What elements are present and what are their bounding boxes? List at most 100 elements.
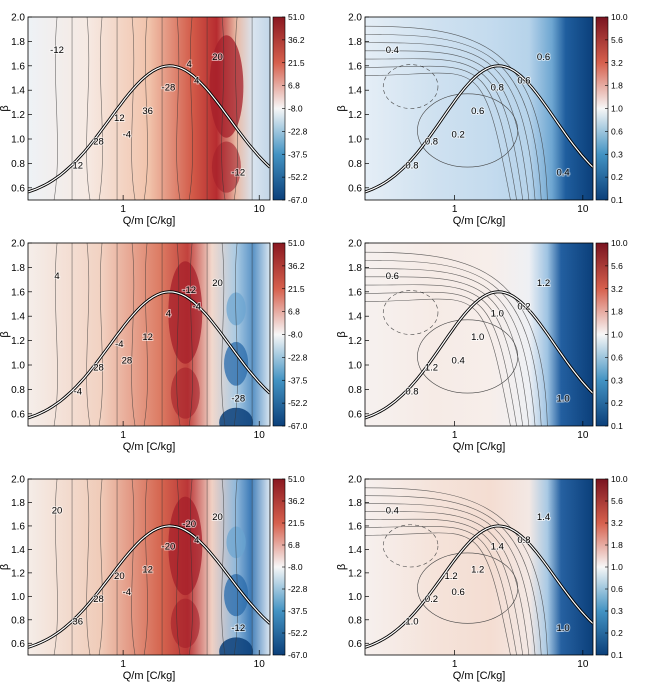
colorbar-tick-label: -37.5 xyxy=(288,149,308,159)
colorbar-tick-label: 0.6 xyxy=(611,126,623,136)
contour-line xyxy=(233,17,238,200)
colorbar-tick-label: -67.0 xyxy=(288,421,308,431)
contour-line xyxy=(365,260,542,426)
contour-label: 1.2 xyxy=(425,363,438,374)
y-tick-label: 1.8 xyxy=(11,498,25,509)
contour-layer xyxy=(365,487,548,655)
contour-layer xyxy=(53,17,253,200)
colorbar-tick-label: 1.0 xyxy=(611,562,623,572)
x-axis-label: Q/m [C/kg] xyxy=(453,215,506,227)
contour-label: -20 xyxy=(162,542,176,553)
colorbar-tick-label: 3.2 xyxy=(611,284,623,294)
min-blob xyxy=(224,574,249,617)
colorbar-tick-label: -52.2 xyxy=(288,172,308,182)
contour-label: 0.2 xyxy=(452,130,465,141)
x-tick-label: 10 xyxy=(577,659,589,670)
contour-layer xyxy=(365,25,548,200)
contour-line xyxy=(143,17,148,200)
max-blob xyxy=(170,598,200,648)
contour-line xyxy=(86,243,91,426)
y-tick-label: 0.8 xyxy=(11,385,25,396)
contour-label: 1.0 xyxy=(556,623,569,634)
y-tick-label: 1.8 xyxy=(11,263,25,274)
y-tick-label: 1.0 xyxy=(348,361,362,372)
y-tick-label: 2.0 xyxy=(11,475,25,486)
colorbar-tick-label: -52.2 xyxy=(288,628,308,638)
contour-label: 0.2 xyxy=(517,301,530,312)
y-tick-label: 1.4 xyxy=(348,545,362,556)
y-tick-label: 0.6 xyxy=(11,639,25,650)
contour-label: 0.4 xyxy=(452,356,465,367)
contour-line-dashed xyxy=(382,524,439,568)
y-tick-label: 1.0 xyxy=(348,135,362,146)
contour-label: -12 xyxy=(231,167,245,178)
plot-frame xyxy=(27,16,271,201)
ridge-curve-inner xyxy=(365,65,593,193)
contour-line xyxy=(53,479,58,655)
y-tick-label: 1.6 xyxy=(348,287,362,298)
panel-row1-left: 0.6 0.8 1.0 1.2 1.4 1.6 1.8 2.0 1 10 Q/m [C/kg] β -1… xyxy=(0,12,308,227)
x-tick-label: 10 xyxy=(254,430,266,441)
min-blob xyxy=(226,292,246,326)
contour-label: 28 xyxy=(93,594,104,605)
colorbar-tick-label: -22.8 xyxy=(288,126,308,136)
contour-label: 28 xyxy=(93,363,104,374)
plot-frame xyxy=(27,242,271,427)
contour-label: 28 xyxy=(122,356,133,367)
contour-line xyxy=(365,42,536,200)
ridge-curve-inner xyxy=(28,65,270,193)
y-tick-label: 1.0 xyxy=(11,592,25,603)
panel-row3-left: 0.6 0.8 1.0 1.2 1.4 1.6 1.8 2.0 1 10 Q/m [C/kg] β 20… xyxy=(0,474,308,682)
colorbar-tick-label: 5.6 xyxy=(611,496,623,506)
y-axis-label: β xyxy=(336,331,348,337)
contour-label: 0.4 xyxy=(556,167,569,178)
contour-label: 1.2 xyxy=(444,571,457,582)
panel-row3-right: 0.6 0.8 1.0 1.2 1.4 1.6 1.8 2.0 1 10 Q/m [C/kg] β 0.… xyxy=(336,474,628,682)
contour-line xyxy=(53,17,58,200)
y-tick-label: 0.6 xyxy=(348,409,362,420)
min-blob xyxy=(219,637,254,655)
colorbar-tick-label: -37.5 xyxy=(288,606,308,616)
colorbar-tick-label: 51.0 xyxy=(288,474,305,484)
contour-label: 36 xyxy=(142,106,153,117)
contour-line xyxy=(365,34,542,200)
colorbar-tick-label: 5.6 xyxy=(611,35,623,45)
contour-line xyxy=(365,72,511,200)
y-axis-label: β xyxy=(0,331,11,337)
colorbar-tick-label: 0.2 xyxy=(611,398,623,408)
panel-row2-left: 0.6 0.8 1.0 1.2 1.4 1.6 1.8 2.0 1 10 Q/m [C/kg] β 4 2… xyxy=(0,238,308,453)
y-tick-label: 1.4 xyxy=(348,312,362,323)
y-tick-label: 1.8 xyxy=(11,37,25,48)
contour-line xyxy=(365,268,536,426)
y-tick-label: 1.0 xyxy=(11,361,25,372)
contour-label: 0.8 xyxy=(491,82,504,93)
y-axis-label: β xyxy=(0,105,11,111)
contour-line xyxy=(365,511,530,655)
colorbar-tick-label: 21.5 xyxy=(288,284,305,294)
colorbar-tick-label: 1.8 xyxy=(611,307,623,317)
contour-line xyxy=(176,243,181,426)
ridge-curve-inner xyxy=(365,291,593,419)
y-tick-label: 1.2 xyxy=(11,110,25,121)
contour-label: -28 xyxy=(162,82,176,93)
contour-line xyxy=(221,479,226,655)
contour-label: 1.0 xyxy=(471,332,484,343)
contour-line xyxy=(53,243,58,426)
x-tick-label: 1 xyxy=(452,204,458,215)
y-tick-label: 1.4 xyxy=(11,86,25,97)
contour-label: 0.6 xyxy=(517,75,530,86)
max-blob xyxy=(211,141,241,193)
contour-label: 28 xyxy=(93,137,104,148)
y-tick-label: 2.0 xyxy=(11,239,25,250)
colorbar-tick-label: 10.0 xyxy=(611,474,628,484)
contour-line xyxy=(98,479,103,655)
contour-layer xyxy=(53,479,254,655)
max-blob xyxy=(170,367,200,419)
colorbar-tick-label: 0.2 xyxy=(611,628,623,638)
y-tick-label: 1.8 xyxy=(348,263,362,274)
y-tick-label: 0.8 xyxy=(11,159,25,170)
x-tick-label: 10 xyxy=(254,204,266,215)
contour-line xyxy=(365,25,548,200)
colorbar-tick-label: 10.0 xyxy=(611,12,628,22)
y-tick-label: 1.6 xyxy=(11,287,25,298)
